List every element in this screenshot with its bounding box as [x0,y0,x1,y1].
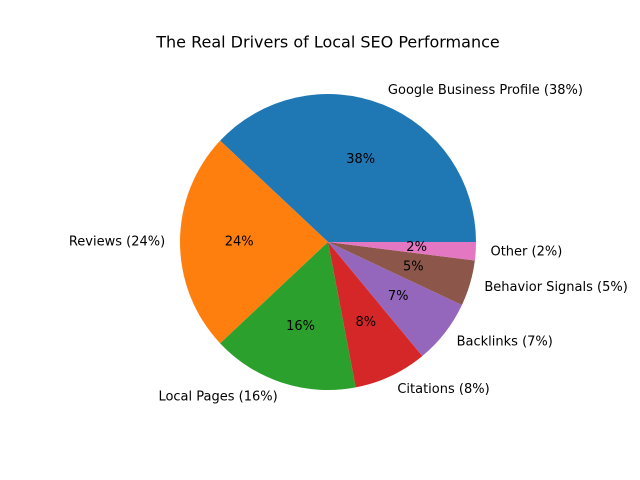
slice-label: Other (2%) [490,245,562,260]
pie-slice [179,140,328,344]
value-label: 5% [403,259,424,274]
value-label: 2% [406,240,427,255]
pie-slice [328,242,423,388]
pie-slice [328,242,476,261]
value-label: 8% [355,315,376,330]
value-label: 24% [225,235,254,250]
chart-title: The Real Drivers of Local SEO Performanc… [155,33,499,52]
pie-slice [220,93,477,242]
slice-label: Backlinks (7%) [457,334,553,349]
slice-label: Google Business Profile (38%) [388,83,583,98]
slice-label: Citations (8%) [397,382,489,397]
pie-slice [328,242,475,306]
pie-slice [328,242,462,357]
slice-label: Behavior Signals (5%) [484,280,627,295]
value-label: 16% [286,319,315,334]
slice-label: Reviews (24%) [69,235,165,250]
slice-label: Local Pages (16%) [158,389,277,404]
value-label: 38% [346,152,375,167]
pie-slice [220,242,356,390]
value-label: 7% [388,289,409,304]
